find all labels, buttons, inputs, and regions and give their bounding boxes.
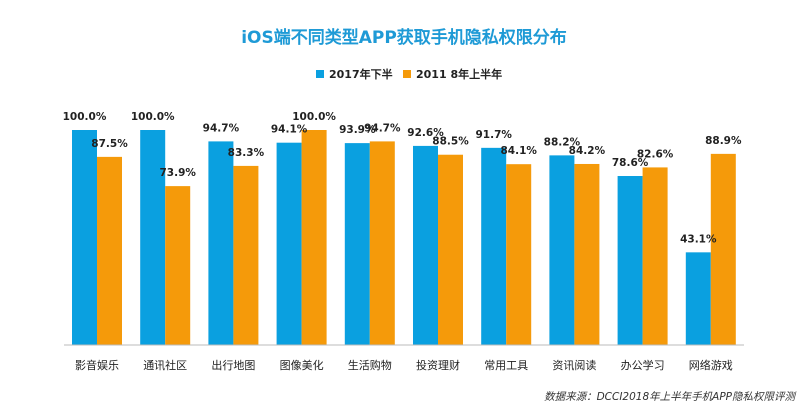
data-label-series-1-5: 92.6% bbox=[407, 127, 444, 139]
bar-series-1-9 bbox=[685, 252, 711, 345]
bars-layer bbox=[72, 130, 736, 345]
category-label-2: 出行地图 bbox=[211, 358, 255, 372]
category-label-3: 图像美化 bbox=[280, 358, 324, 372]
bar-series-2-9 bbox=[710, 153, 736, 345]
bar-series-2-3 bbox=[301, 130, 327, 345]
chart-title: iOS端不同类型APP获取手机隐私权限分布 bbox=[241, 27, 567, 48]
data-label-series-2-7: 84.2% bbox=[569, 145, 606, 157]
bar-series-1-0 bbox=[72, 130, 97, 345]
bar-series-1-1 bbox=[140, 130, 166, 345]
bar-series-1-2 bbox=[208, 141, 234, 345]
data-label-series-1-1: 100.0% bbox=[131, 111, 175, 123]
category-label-5: 投资理财 bbox=[416, 358, 460, 372]
category-label-1: 通讯社区 bbox=[143, 358, 187, 372]
category-label-7: 资讯阅读 bbox=[552, 358, 596, 372]
data-label-series-1-8: 78.6% bbox=[612, 157, 649, 169]
data-label-series-2-3: 100.0% bbox=[292, 111, 336, 123]
data-label-series-2-5: 88.5% bbox=[432, 136, 469, 148]
data-label-series-1-7: 88.2% bbox=[544, 136, 581, 148]
bar-series-1-7 bbox=[549, 155, 575, 345]
category-label-4: 生活购物 bbox=[348, 358, 392, 372]
data-label-series-1-4: 93.9% bbox=[339, 124, 376, 136]
source-note: 数据来源：DCCI2018年上半年手机APP隐私权限评测 bbox=[544, 391, 796, 403]
category-label-9: 网络游戏 bbox=[689, 358, 733, 372]
category-label-6: 常用工具 bbox=[484, 359, 528, 372]
bar-series-1-5 bbox=[413, 145, 438, 345]
bar-series-2-1 bbox=[165, 186, 191, 345]
legend: 2017年下半 2011 8年上半年 bbox=[316, 67, 502, 81]
data-label-series-2-8: 82.6% bbox=[637, 148, 674, 160]
data-label-series-1-3: 94.1% bbox=[271, 124, 308, 136]
bar-series-1-4 bbox=[344, 143, 370, 345]
data-label-series-2-4: 94.7% bbox=[364, 122, 401, 134]
bar-series-2-0 bbox=[97, 156, 122, 345]
bar-series-2-8 bbox=[642, 167, 668, 345]
data-label-series-2-0: 87.5% bbox=[91, 138, 128, 150]
legend-label-series-1: 2017年下半 bbox=[329, 67, 393, 81]
bar-series-2-6 bbox=[506, 164, 532, 345]
bar-series-2-7 bbox=[574, 163, 600, 345]
bar-series-2-2 bbox=[233, 165, 259, 345]
category-label-0: 影音娱乐 bbox=[75, 358, 119, 372]
bar-series-1-8 bbox=[617, 176, 643, 345]
data-label-series-1-6: 91.7% bbox=[475, 129, 512, 141]
bar-series-1-3 bbox=[276, 142, 302, 345]
bar-series-2-4 bbox=[369, 141, 395, 345]
legend-swatch-series-1 bbox=[316, 70, 324, 78]
legend-label-series-2: 2011 8年上半年 bbox=[416, 67, 502, 81]
data-label-series-2-2: 83.3% bbox=[228, 147, 265, 159]
data-label-series-2-1: 73.9% bbox=[159, 167, 196, 179]
labels-layer: 100.0% 87.5% 影音娱乐 100.0% 73.9% 通讯社区 94.7% 83.3%… bbox=[63, 111, 742, 372]
bar-series-1-6 bbox=[481, 147, 507, 345]
bar-series-2-5 bbox=[438, 154, 463, 345]
data-label-series-1-2: 94.7% bbox=[203, 122, 240, 134]
data-label-series-2-6: 84.1% bbox=[500, 145, 537, 157]
legend-swatch-series-2 bbox=[403, 70, 411, 78]
data-label-series-1-9: 43.1% bbox=[680, 233, 717, 245]
data-label-series-2-9: 88.9% bbox=[705, 135, 742, 147]
category-label-8: 办公学习 bbox=[621, 358, 665, 372]
data-label-series-1-0: 100.0% bbox=[63, 111, 107, 123]
